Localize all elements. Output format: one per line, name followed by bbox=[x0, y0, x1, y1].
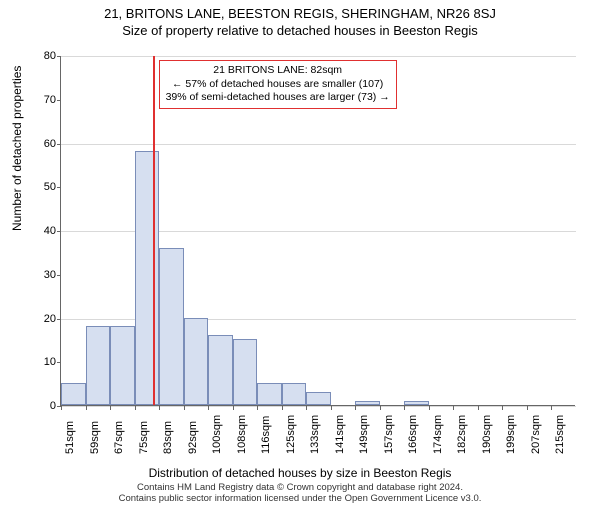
reference-line bbox=[153, 56, 155, 405]
y-tick-label: 30 bbox=[1, 269, 56, 281]
y-tick bbox=[57, 275, 61, 276]
gridline bbox=[61, 406, 576, 407]
y-tick bbox=[57, 319, 61, 320]
bar bbox=[306, 392, 331, 405]
x-tick bbox=[233, 406, 234, 410]
x-tick bbox=[404, 406, 405, 410]
y-tick-label: 60 bbox=[1, 138, 56, 150]
x-tick bbox=[86, 406, 87, 410]
bar bbox=[257, 383, 282, 405]
y-tick bbox=[57, 362, 61, 363]
y-tick-label: 20 bbox=[1, 313, 56, 325]
y-tick-label: 80 bbox=[1, 50, 56, 62]
y-tick bbox=[57, 231, 61, 232]
gridline bbox=[61, 56, 576, 57]
gridline bbox=[61, 144, 576, 145]
bar bbox=[404, 401, 429, 405]
x-tick-label: 133sqm bbox=[309, 415, 321, 454]
x-tick-label: 157sqm bbox=[383, 415, 395, 454]
x-tick bbox=[282, 406, 283, 410]
bar bbox=[61, 383, 86, 405]
x-tick bbox=[527, 406, 528, 410]
bar bbox=[355, 401, 380, 405]
page-subtitle: Size of property relative to detached ho… bbox=[0, 23, 600, 38]
x-tick-label: 141sqm bbox=[334, 415, 346, 454]
info-line: ← 57% of detached houses are smaller (10… bbox=[166, 78, 390, 92]
y-tick-label: 0 bbox=[1, 400, 56, 412]
x-tick-label: 75sqm bbox=[138, 421, 150, 454]
x-tick-label: 215sqm bbox=[554, 415, 566, 454]
x-tick-label: 116sqm bbox=[260, 416, 272, 454]
x-tick bbox=[453, 406, 454, 410]
chart: 0102030405060708051sqm59sqm67sqm75sqm83s… bbox=[60, 56, 575, 406]
x-tick-label: 207sqm bbox=[530, 415, 542, 454]
x-tick-label: 199sqm bbox=[505, 415, 517, 454]
info-line: 39% of semi-detached houses are larger (… bbox=[166, 91, 390, 105]
x-tick bbox=[380, 406, 381, 410]
attribution: Contains HM Land Registry data © Crown c… bbox=[0, 483, 600, 504]
x-tick bbox=[331, 406, 332, 410]
x-tick bbox=[135, 406, 136, 410]
x-tick bbox=[257, 406, 258, 410]
x-tick bbox=[502, 406, 503, 410]
info-line: 21 BRITONS LANE: 82sqm bbox=[166, 64, 390, 78]
x-tick bbox=[184, 406, 185, 410]
x-tick-label: 190sqm bbox=[481, 415, 493, 454]
x-tick-label: 67sqm bbox=[113, 421, 125, 454]
x-axis-label: Distribution of detached houses by size … bbox=[0, 466, 600, 480]
x-tick-label: 83sqm bbox=[162, 421, 174, 454]
plot-area: 0102030405060708051sqm59sqm67sqm75sqm83s… bbox=[60, 56, 575, 406]
x-tick bbox=[208, 406, 209, 410]
x-tick bbox=[478, 406, 479, 410]
x-tick-label: 125sqm bbox=[285, 415, 297, 454]
y-tick-label: 50 bbox=[1, 181, 56, 193]
bar bbox=[86, 326, 111, 405]
x-tick bbox=[159, 406, 160, 410]
y-tick-label: 40 bbox=[1, 225, 56, 237]
info-box: 21 BRITONS LANE: 82sqm← 57% of detached … bbox=[159, 60, 397, 109]
bar bbox=[282, 383, 307, 405]
x-tick-label: 182sqm bbox=[456, 415, 468, 454]
x-tick-label: 166sqm bbox=[407, 415, 419, 454]
x-tick bbox=[355, 406, 356, 410]
x-tick bbox=[61, 406, 62, 410]
bar bbox=[135, 151, 160, 405]
y-tick bbox=[57, 100, 61, 101]
y-tick bbox=[57, 56, 61, 57]
y-tick-label: 10 bbox=[1, 356, 56, 368]
bar bbox=[208, 335, 233, 405]
x-tick-label: 51sqm bbox=[64, 421, 76, 454]
x-tick-label: 100sqm bbox=[211, 415, 223, 454]
x-tick-label: 149sqm bbox=[358, 415, 370, 454]
bar bbox=[159, 248, 184, 406]
x-tick-label: 108sqm bbox=[236, 415, 248, 454]
page-title: 21, BRITONS LANE, BEESTON REGIS, SHERING… bbox=[0, 6, 600, 21]
y-tick bbox=[57, 187, 61, 188]
bar bbox=[233, 339, 258, 405]
x-tick-label: 59sqm bbox=[89, 421, 101, 454]
attribution-line: Contains HM Land Registry data © Crown c… bbox=[0, 483, 600, 493]
x-tick-label: 174sqm bbox=[432, 415, 444, 454]
x-tick-label: 92sqm bbox=[187, 421, 199, 454]
attribution-line: Contains public sector information licen… bbox=[0, 494, 600, 504]
bar bbox=[184, 318, 209, 406]
x-tick bbox=[306, 406, 307, 410]
x-tick bbox=[110, 406, 111, 410]
x-tick bbox=[429, 406, 430, 410]
y-tick bbox=[57, 144, 61, 145]
bar bbox=[110, 326, 135, 405]
y-tick-label: 70 bbox=[1, 94, 56, 106]
x-tick bbox=[551, 406, 552, 410]
